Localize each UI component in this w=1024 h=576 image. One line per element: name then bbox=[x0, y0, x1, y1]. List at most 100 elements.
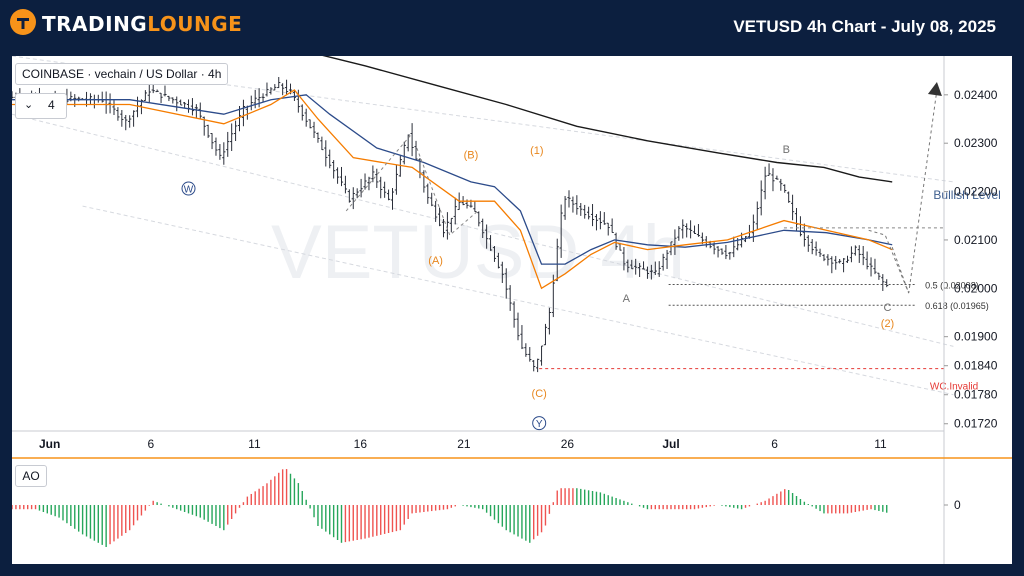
price-bar bbox=[524, 343, 528, 357]
wave-label: (1) bbox=[530, 145, 543, 157]
bullish-level-label: Bullish Level bbox=[933, 188, 1000, 202]
price-bar bbox=[237, 105, 242, 132]
price-bar bbox=[182, 101, 187, 109]
wave-label: (C) bbox=[532, 388, 547, 400]
price-bar bbox=[261, 93, 265, 103]
price-bar bbox=[430, 192, 434, 207]
price-bar bbox=[390, 188, 395, 210]
wave-a-connector bbox=[416, 147, 479, 236]
y-tick-label: 0.02100 bbox=[954, 233, 998, 247]
y-tick-label: 0.01840 bbox=[954, 359, 998, 373]
price-bar bbox=[645, 266, 650, 279]
price-bar bbox=[206, 124, 210, 138]
price-bar bbox=[606, 222, 610, 236]
price-bar bbox=[434, 200, 438, 222]
wave-label-circle bbox=[181, 181, 196, 196]
price-bar bbox=[563, 195, 567, 220]
price-bar bbox=[347, 189, 351, 203]
price-bar bbox=[590, 204, 595, 227]
logo-text-lounge: LOUNGE bbox=[147, 12, 243, 36]
wave-label: (B) bbox=[464, 150, 479, 162]
x-tick-label: 26 bbox=[561, 437, 575, 451]
x-tick-label: Jun bbox=[39, 437, 60, 451]
price-bar bbox=[120, 109, 124, 127]
wave-label: C bbox=[884, 302, 892, 314]
x-tick-label: 16 bbox=[354, 437, 368, 451]
y-tick-label: 0.01780 bbox=[954, 388, 998, 402]
price-bar bbox=[367, 176, 371, 191]
indicators-toggle-button[interactable]: ⌄ 4 bbox=[15, 93, 67, 119]
price-bar bbox=[488, 235, 493, 251]
fib-label: 0.618 (0.01965) bbox=[925, 301, 989, 311]
price-bar bbox=[587, 206, 591, 220]
price-bar bbox=[641, 261, 646, 270]
price-bar bbox=[539, 345, 544, 366]
price-bar bbox=[277, 77, 281, 89]
price-bar bbox=[406, 134, 410, 152]
chart-area[interactable]: VETUSD 4h 0.5 (0.02008) 0.618 (0.01965) Bul… bbox=[12, 56, 1012, 564]
price-bar bbox=[881, 274, 885, 291]
price-bar bbox=[610, 218, 614, 233]
projection-path bbox=[891, 89, 938, 294]
price-bar bbox=[449, 217, 453, 233]
price-bar bbox=[724, 244, 728, 260]
price-bar bbox=[857, 245, 861, 263]
price-bar bbox=[190, 98, 195, 116]
channel-line-bottom bbox=[82, 205, 954, 396]
y-tick-label: 0.02000 bbox=[954, 281, 998, 295]
price-bar bbox=[732, 236, 736, 258]
price-bar bbox=[320, 136, 324, 151]
y-tick-label: 0.02400 bbox=[954, 88, 998, 102]
price-bar bbox=[814, 241, 818, 256]
price-bar bbox=[481, 218, 485, 238]
price-bar bbox=[496, 252, 500, 269]
header-bar: TRADINGLOUNGE VETUSD 4h Chart - July 08,… bbox=[0, 0, 1024, 56]
price-chart-svg[interactable]: VETUSD 4h 0.5 (0.02008) 0.618 (0.01965) Bul… bbox=[12, 56, 1012, 564]
price-bar bbox=[257, 88, 261, 108]
ao-indicator-label[interactable]: AO bbox=[15, 465, 47, 487]
price-bar bbox=[677, 226, 681, 241]
symbol-legend[interactable]: COINBASE · vechain / US Dollar · 4h bbox=[15, 63, 229, 85]
price-bar bbox=[716, 246, 720, 258]
price-bar bbox=[873, 258, 877, 275]
price-bar bbox=[512, 301, 516, 328]
price-bar bbox=[661, 253, 665, 271]
price-bar bbox=[500, 261, 504, 283]
price-bar bbox=[131, 110, 136, 127]
price-bar bbox=[116, 107, 120, 121]
price-bar bbox=[649, 264, 653, 280]
price-bar bbox=[810, 239, 814, 255]
price-bar bbox=[775, 175, 779, 180]
price-bar bbox=[281, 83, 285, 96]
price-bar bbox=[583, 204, 587, 219]
x-tick-label: 6 bbox=[771, 437, 778, 451]
wave-label: B bbox=[783, 144, 790, 156]
price-bar bbox=[394, 164, 399, 195]
price-bar bbox=[194, 104, 198, 118]
ema-fast-line bbox=[12, 89, 893, 290]
price-bar bbox=[634, 258, 638, 275]
price-bar bbox=[571, 196, 575, 213]
price-bar bbox=[210, 133, 214, 150]
price-bar bbox=[692, 225, 697, 234]
price-bar bbox=[696, 224, 701, 237]
price-bar bbox=[218, 144, 222, 160]
ao-zero-label: 0 bbox=[954, 498, 961, 512]
price-bar bbox=[575, 195, 579, 215]
projection-arrow-icon bbox=[927, 81, 942, 96]
price-bar bbox=[759, 180, 763, 216]
price-bar bbox=[536, 358, 540, 373]
price-bar bbox=[316, 132, 320, 143]
price-bar bbox=[351, 187, 355, 210]
price-bar bbox=[77, 96, 81, 102]
price-bar bbox=[877, 272, 881, 280]
price-bar bbox=[12, 91, 14, 99]
wave-label: (A) bbox=[428, 255, 443, 267]
price-bar bbox=[861, 245, 865, 266]
price-bar bbox=[845, 255, 850, 263]
price-bar bbox=[308, 119, 312, 129]
price-bar bbox=[379, 176, 383, 199]
price-bar bbox=[371, 165, 375, 183]
price-bar bbox=[818, 248, 822, 258]
